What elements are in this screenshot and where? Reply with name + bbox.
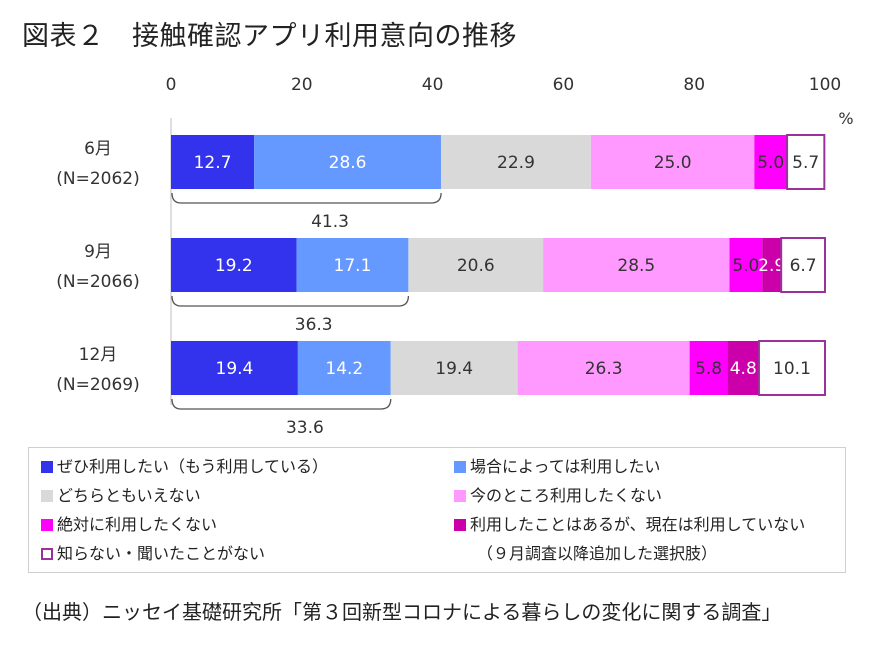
x-tick-label: 80 [683,75,705,95]
bracket [171,398,392,410]
category-sample-size: (N=2066) [56,272,140,292]
bracket-total-label: 41.3 [311,212,349,232]
bar-segment [762,238,782,292]
data-label: 6.7 [790,256,817,276]
data-label: 19.4 [216,359,254,379]
legend-swatch [41,461,53,473]
data-label: 14.2 [325,359,363,379]
legend-item-neutral: どちらともいえない [41,486,201,506]
bar-segment [727,341,759,395]
category-label: 9月 [84,242,112,262]
chart-title: 図表２ 接触確認アプリ利用意向の推移 [22,21,517,52]
data-label: 5.0 [757,153,784,173]
x-tick-label: 0 [166,75,177,95]
bracket [171,192,442,204]
bar-segment [729,238,763,292]
legend-swatch [41,490,53,502]
category-sample-size: (N=2062) [56,169,140,189]
x-tick-label: 60 [553,75,575,95]
data-label: 19.2 [215,256,253,276]
data-label: 10.1 [773,359,811,379]
legend-note: （９月調査以降追加した選択肢） [477,544,718,563]
bar-segment [754,135,788,189]
bar-segment [171,238,297,292]
data-label: 2.9 [758,256,785,276]
bar-segment [757,340,826,396]
legend-item-maybe-use: 場合によっては利用したい [454,457,660,477]
x-tick-label: 100 [809,75,841,95]
bar-segment [441,135,591,189]
data-label: 5.0 [732,256,759,276]
category-label: 12月 [79,345,118,365]
category-label: 6月 [84,139,112,159]
bar-segment [590,135,755,189]
legend-item-unknown: 知らない・聞いたことがない [41,544,265,564]
bar-segment [786,134,826,190]
bar-segment [390,341,518,395]
legend-swatch [454,490,466,502]
bar-segment [780,237,827,293]
legend-item-never: 絶対に利用したくない [41,515,217,535]
legend-item-not-now: 今のところ利用したくない [454,486,662,506]
data-label: 20.6 [457,256,495,276]
bar-segment [689,341,728,395]
data-label: 25.0 [654,153,692,173]
bracket [171,295,410,307]
legend: ぜひ利用したい（もう利用している） 場合によっては利用したい どちらともいえない… [28,447,846,573]
data-label: 22.9 [497,153,535,173]
bar-segment [254,135,442,189]
legend-swatch [454,461,466,473]
bar-segment [297,341,391,395]
legend-swatch [454,519,466,531]
data-label: 26.3 [585,359,623,379]
category-sample-size: (N=2069) [56,375,140,395]
data-label: 5.7 [792,153,819,173]
data-label: 4.8 [730,359,757,379]
data-label: 12.7 [194,153,232,173]
data-label: 28.6 [329,153,367,173]
x-tick-label: 40 [422,75,444,95]
bar-segment [171,341,298,395]
data-label: 5.8 [695,359,722,379]
legend-swatch [41,548,53,560]
bar-segment [408,238,544,292]
legend-item-definitely-use: ぜひ利用したい（もう利用している） [41,457,328,477]
legend-swatch [41,519,53,531]
bar-segment [517,341,690,395]
bracket-total-label: 36.3 [295,315,333,335]
x-tick-label: 20 [291,75,313,95]
data-label: 28.5 [617,256,655,276]
stacked-bar-chart: 0 20 40 60 80 100% 6月 (N=2062) 12.7 28.6 22.9 25.0 5… [56,75,853,438]
legend-item-used-before: 利用したことはあるが、現在は利用していない [454,515,805,535]
bar-segment [543,238,730,292]
data-label: 19.4 [435,359,473,379]
data-label: 17.1 [334,256,372,276]
bracket-total-label: 33.6 [286,418,324,438]
bar-segment [296,238,409,292]
source-note: （出典）ニッセイ基礎研究所「第３回新型コロナによる暮らしの変化に関する調査」 [22,600,782,624]
bar-segment [171,135,255,189]
x-axis-unit: % [838,109,853,128]
